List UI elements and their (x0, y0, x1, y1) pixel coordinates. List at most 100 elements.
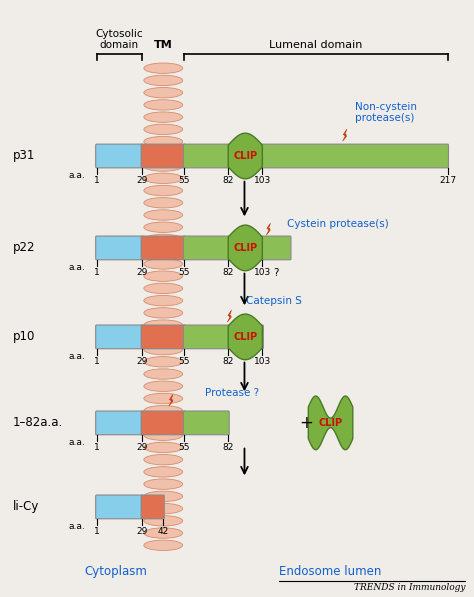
Ellipse shape (144, 271, 182, 281)
Text: 1: 1 (94, 527, 100, 536)
Text: TM: TM (154, 40, 173, 50)
Ellipse shape (144, 418, 182, 428)
Ellipse shape (144, 88, 182, 98)
Text: 42: 42 (158, 527, 169, 536)
FancyBboxPatch shape (96, 495, 143, 519)
Text: 103: 103 (254, 356, 271, 366)
FancyBboxPatch shape (141, 495, 164, 519)
FancyBboxPatch shape (183, 325, 264, 349)
Ellipse shape (144, 479, 182, 490)
Ellipse shape (144, 405, 182, 416)
Text: 55: 55 (179, 356, 190, 366)
Text: 103: 103 (254, 176, 271, 184)
Ellipse shape (144, 369, 182, 379)
Text: Lumenal domain: Lumenal domain (269, 40, 363, 50)
Ellipse shape (144, 320, 182, 330)
Ellipse shape (144, 454, 182, 465)
FancyBboxPatch shape (183, 236, 291, 260)
Ellipse shape (144, 112, 182, 122)
Text: Cystein protease(s): Cystein protease(s) (287, 219, 389, 229)
Text: 1: 1 (94, 267, 100, 276)
Text: a.a.: a.a. (69, 522, 86, 531)
Ellipse shape (144, 381, 182, 392)
Ellipse shape (144, 136, 182, 147)
FancyBboxPatch shape (96, 236, 143, 260)
Text: 1: 1 (94, 442, 100, 452)
Ellipse shape (144, 442, 182, 453)
Polygon shape (228, 310, 231, 322)
PathPatch shape (308, 396, 353, 450)
FancyBboxPatch shape (141, 325, 185, 349)
Text: 29: 29 (137, 267, 148, 276)
Text: Endosome lumen: Endosome lumen (279, 565, 382, 578)
Text: 55: 55 (179, 442, 190, 452)
Ellipse shape (144, 307, 182, 318)
Ellipse shape (144, 259, 182, 269)
Ellipse shape (144, 296, 182, 306)
Text: a.a.: a.a. (69, 171, 86, 180)
Ellipse shape (144, 173, 182, 183)
Text: 82: 82 (222, 176, 234, 184)
Text: TRENDS in Immunology: TRENDS in Immunology (354, 583, 465, 592)
Ellipse shape (144, 234, 182, 245)
Ellipse shape (144, 75, 182, 85)
PathPatch shape (228, 225, 262, 271)
FancyBboxPatch shape (141, 411, 185, 435)
FancyBboxPatch shape (96, 144, 143, 168)
Text: a.a.: a.a. (69, 352, 86, 361)
Text: 55: 55 (179, 176, 190, 184)
Text: 1: 1 (94, 176, 100, 184)
Text: li-Cy: li-Cy (13, 500, 39, 513)
Ellipse shape (144, 503, 182, 514)
Ellipse shape (144, 540, 182, 550)
Text: 82: 82 (222, 356, 234, 366)
Ellipse shape (144, 63, 182, 73)
FancyBboxPatch shape (141, 144, 185, 168)
Text: p10: p10 (13, 330, 35, 343)
Polygon shape (169, 394, 173, 406)
Text: 29: 29 (137, 527, 148, 536)
Text: Catepsin S: Catepsin S (246, 296, 302, 306)
Text: 82: 82 (222, 267, 234, 276)
Text: 55: 55 (179, 267, 190, 276)
Ellipse shape (144, 491, 182, 501)
Ellipse shape (144, 393, 182, 404)
Text: 103: 103 (254, 267, 271, 276)
Ellipse shape (144, 100, 182, 110)
Text: a.a.: a.a. (69, 438, 86, 447)
Ellipse shape (144, 124, 182, 134)
Text: 1: 1 (94, 356, 100, 366)
Text: Cytoplasm: Cytoplasm (85, 565, 147, 578)
Text: CLIP: CLIP (233, 243, 257, 253)
Text: 29: 29 (137, 356, 148, 366)
Ellipse shape (144, 185, 182, 196)
Text: CLIP: CLIP (233, 332, 257, 342)
Ellipse shape (144, 222, 182, 232)
Ellipse shape (144, 283, 182, 294)
PathPatch shape (228, 133, 262, 179)
Ellipse shape (144, 332, 182, 343)
Text: 1–82a.a.: 1–82a.a. (13, 416, 63, 429)
Ellipse shape (144, 149, 182, 159)
Ellipse shape (144, 528, 182, 538)
Ellipse shape (144, 356, 182, 367)
Text: 82: 82 (222, 442, 234, 452)
Text: p31: p31 (13, 149, 35, 162)
Text: 29: 29 (137, 176, 148, 184)
Text: ?: ? (273, 267, 279, 278)
FancyBboxPatch shape (96, 325, 143, 349)
Ellipse shape (144, 210, 182, 220)
Ellipse shape (144, 344, 182, 355)
Text: p22: p22 (13, 241, 35, 254)
Text: +: + (299, 414, 313, 432)
Text: Protease ?: Protease ? (206, 388, 260, 398)
FancyBboxPatch shape (183, 411, 229, 435)
Text: a.a.: a.a. (69, 263, 86, 272)
Ellipse shape (144, 516, 182, 526)
FancyBboxPatch shape (96, 411, 143, 435)
FancyBboxPatch shape (141, 236, 185, 260)
Ellipse shape (144, 198, 182, 208)
Ellipse shape (144, 467, 182, 477)
Ellipse shape (144, 161, 182, 171)
FancyBboxPatch shape (183, 144, 448, 168)
